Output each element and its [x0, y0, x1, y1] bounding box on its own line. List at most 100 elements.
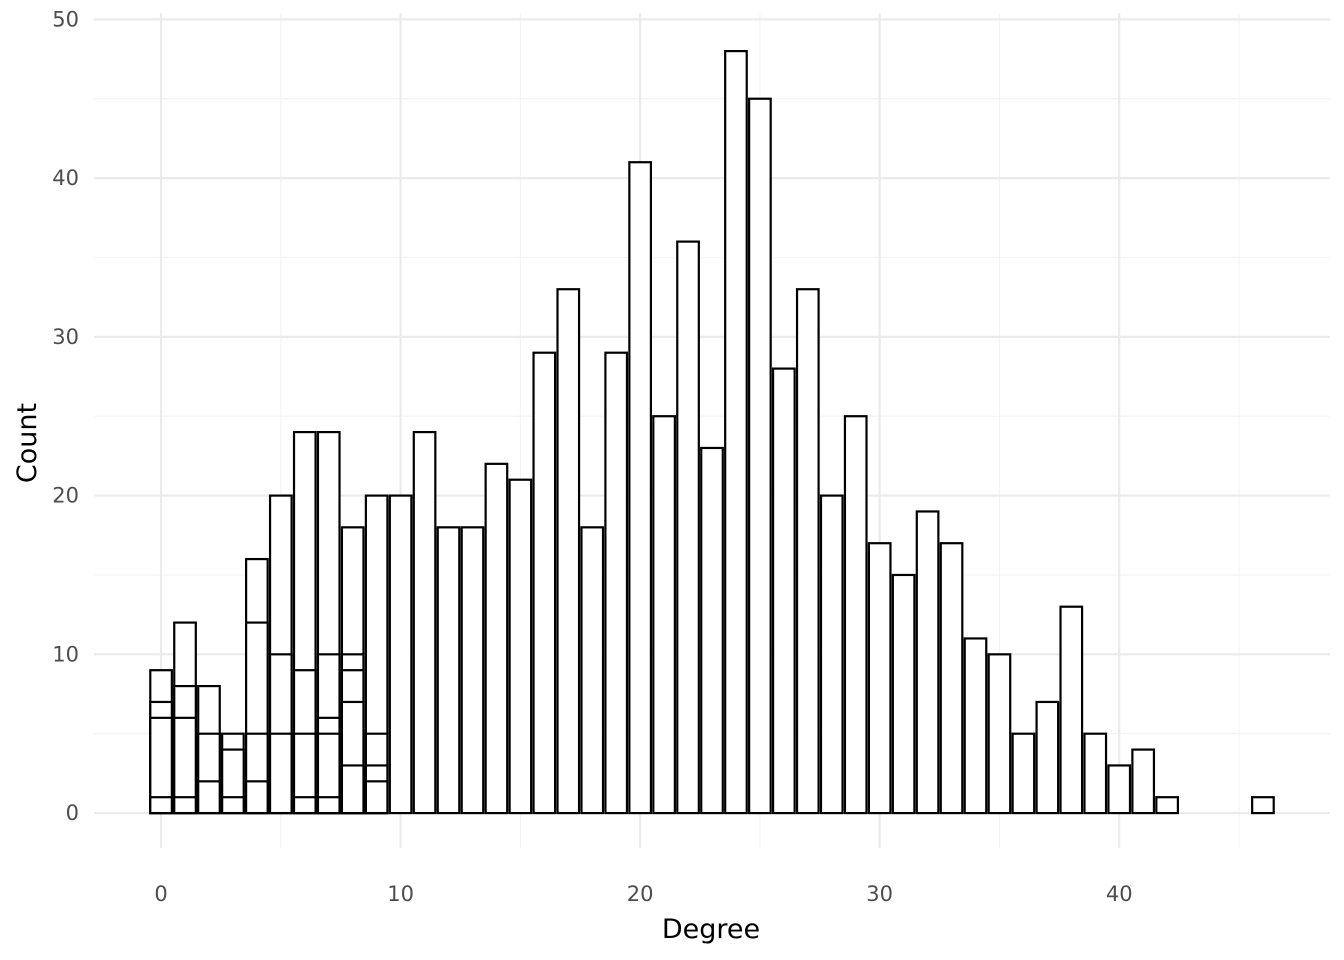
bars [149, 49, 1275, 815]
histogram-bar-segment [652, 415, 676, 815]
histogram-bin [700, 446, 724, 815]
y-axis-ticks: 0 10 20 30 40 50 [52, 7, 79, 825]
histogram-bin [245, 557, 269, 815]
x-tick-label: 30 [866, 882, 893, 906]
histogram-bar-segment [340, 764, 365, 815]
histogram-bin [724, 49, 748, 815]
histogram-bar-segment [867, 542, 892, 815]
histogram-bar-segment [532, 351, 557, 815]
histogram-bar-segment [556, 288, 581, 815]
histogram-bin [292, 430, 317, 815]
histogram-bar-segment [221, 796, 245, 815]
histogram-bin [173, 621, 197, 815]
x-tick-label: 10 [387, 882, 414, 906]
histogram-bin [556, 288, 581, 815]
histogram-bin [197, 684, 221, 815]
histogram-bar-segment [484, 462, 509, 815]
histogram-bin [939, 542, 964, 815]
histogram-bar-segment [676, 240, 700, 815]
histogram-bin [340, 526, 365, 815]
histogram-bin [867, 542, 892, 815]
y-tick-label: 10 [52, 642, 79, 666]
histogram-bin [412, 430, 437, 815]
histogram-bin [604, 351, 629, 815]
histogram-bar-segment [245, 780, 269, 815]
histogram-bin [484, 462, 509, 815]
histogram-bin [915, 510, 940, 815]
histogram-bin [963, 637, 988, 815]
y-axis-title: Count [12, 403, 43, 483]
histogram-bin [748, 97, 772, 815]
histogram-bin [891, 573, 916, 815]
histogram-bar-segment [1059, 605, 1084, 815]
histogram-bar-segment [771, 367, 796, 815]
histogram-bin [795, 288, 820, 815]
histogram-bar-segment [412, 430, 437, 815]
histogram-bin [460, 526, 485, 815]
histogram-bin [771, 367, 796, 815]
histogram-bin [676, 240, 700, 815]
histogram-bin [268, 494, 293, 815]
histogram-bin [987, 653, 1012, 815]
x-axis-title: Degree [662, 914, 760, 945]
histogram-bar-segment [292, 796, 317, 815]
histogram-bin [1035, 700, 1060, 815]
y-tick-label: 50 [52, 7, 79, 31]
y-tick-label: 30 [52, 325, 79, 349]
y-tick-label: 0 [66, 801, 79, 825]
histogram-bin [388, 494, 413, 815]
histogram-bin [652, 415, 676, 815]
histogram-bin [436, 526, 461, 815]
histogram-bar-segment [316, 796, 341, 815]
histogram-bar-segment [1083, 732, 1108, 815]
histogram-bar-segment [915, 510, 940, 815]
histogram-bar-segment [843, 415, 868, 815]
histogram-bin [1251, 796, 1275, 815]
x-tick-label: 0 [154, 882, 167, 906]
histogram-bar-segment [1011, 732, 1036, 815]
histogram-bar-segment [436, 526, 461, 815]
x-axis-ticks: 0 10 20 30 40 [154, 882, 1132, 906]
histogram-bin [149, 669, 173, 815]
histogram-bar-segment [508, 478, 533, 815]
histogram-bin [1011, 732, 1036, 815]
histogram-bin [1131, 748, 1156, 815]
histogram-bar-segment [268, 732, 293, 815]
histogram-bar-segment [604, 351, 629, 815]
histogram-bar-segment [197, 780, 221, 815]
histogram-bin [364, 494, 389, 815]
histogram-bin [628, 161, 653, 815]
histogram-bar-segment [1155, 796, 1179, 815]
histogram-bar-segment [819, 494, 844, 815]
histogram-bar-segment [939, 542, 964, 815]
histogram-bar-segment [388, 494, 413, 815]
histogram-bar-segment [1251, 796, 1275, 815]
histogram-bar-segment [149, 796, 173, 815]
histogram-bar-segment [1107, 764, 1132, 815]
x-tick-label: 40 [1106, 882, 1133, 906]
histogram-bar-segment [460, 526, 485, 815]
histogram-bar-segment [963, 637, 988, 815]
histogram-bin [1107, 764, 1132, 815]
histogram-bin [1059, 605, 1084, 815]
histogram-bar-segment [795, 288, 820, 815]
histogram-bar-segment [1035, 700, 1060, 815]
histogram-bin [532, 351, 557, 815]
histogram-bar-segment [987, 653, 1012, 815]
histogram-bar-segment [891, 573, 916, 815]
histogram-bin [1083, 732, 1108, 815]
histogram-bin [580, 526, 605, 815]
histogram-bin [316, 430, 341, 815]
histogram-bar-segment [364, 780, 389, 815]
x-tick-label: 20 [627, 882, 654, 906]
histogram-bin [819, 494, 844, 815]
histogram-bar-segment [748, 97, 772, 815]
histogram-bar-segment [173, 796, 197, 815]
histogram-bar-segment [580, 526, 605, 815]
y-tick-label: 20 [52, 484, 79, 508]
histogram-bar-segment [1131, 748, 1156, 815]
histogram-bin [1155, 796, 1179, 815]
histogram-bar-segment [628, 161, 653, 815]
y-tick-label: 40 [52, 166, 79, 190]
